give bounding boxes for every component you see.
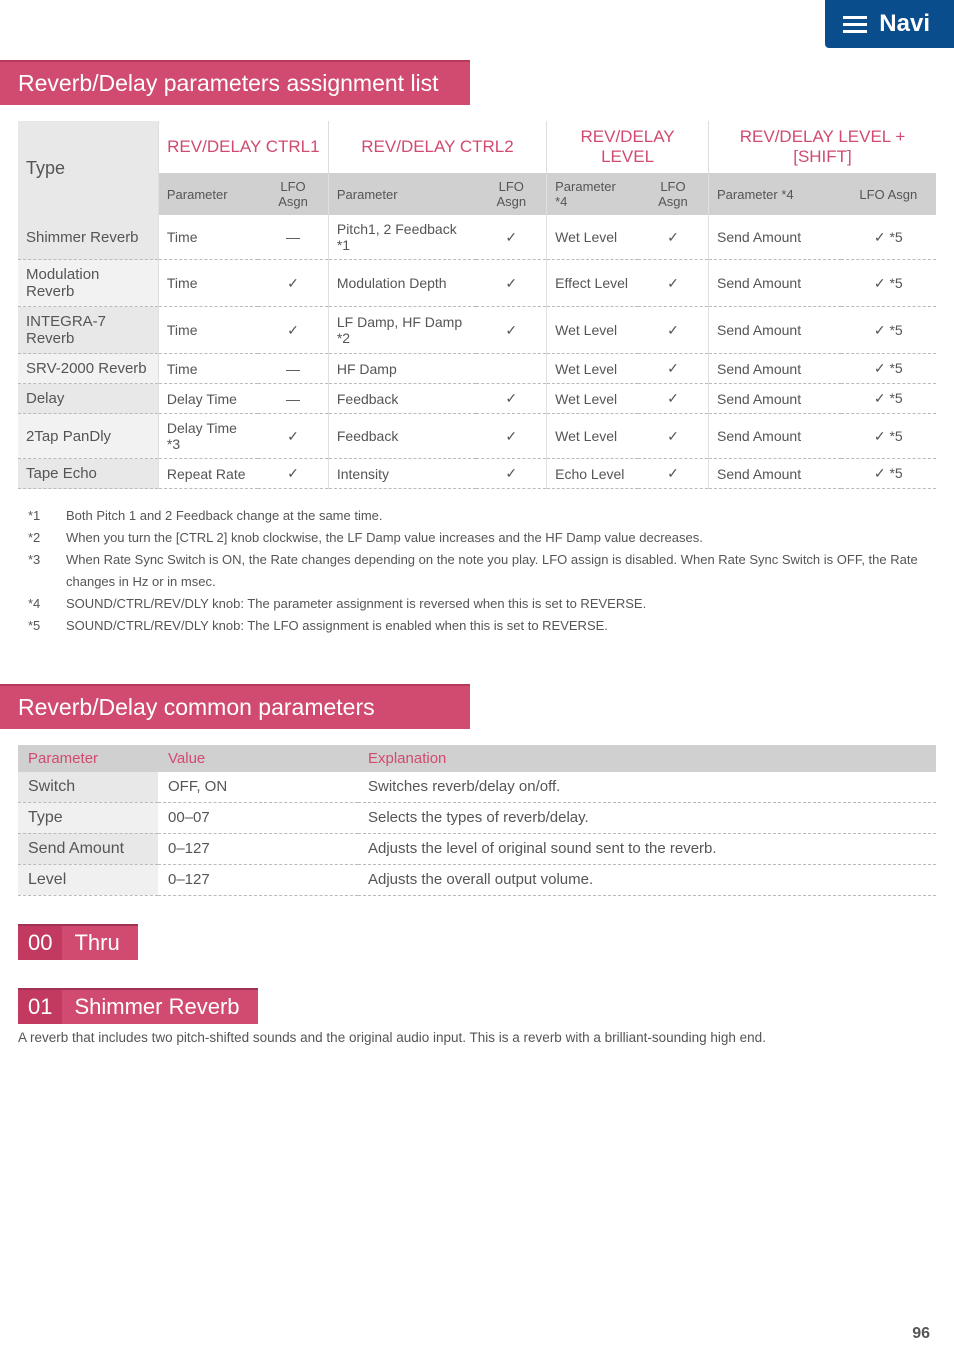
heading-01-txt: Shimmer Reverb bbox=[62, 990, 257, 1024]
table-row: Level0–127Adjusts the overall output vol… bbox=[18, 864, 936, 895]
footnotes: *1Both Pitch 1 and 2 Feedback change at … bbox=[0, 489, 954, 654]
common-params-table: Parameter Value Explanation SwitchOFF, O… bbox=[18, 745, 936, 896]
desc-01: A reverb that includes two pitch-shifted… bbox=[0, 1024, 954, 1045]
table-row: SRV-2000 ReverbTime—HF DampWet Level✓Sen… bbox=[18, 354, 936, 384]
navi-button[interactable]: Navi bbox=[825, 0, 954, 48]
table-row: INTEGRA-7 ReverbTime✓LF Damp, HF Damp *2… bbox=[18, 307, 936, 354]
heading-00-num: 00 bbox=[18, 926, 62, 960]
col-group-1: REV/DELAY CTRL1 bbox=[158, 121, 328, 173]
parameters-table: Type REV/DELAY CTRL1 REV/DELAY CTRL2 REV… bbox=[18, 121, 936, 489]
table-row: Send Amount0–127Adjusts the level of ori… bbox=[18, 833, 936, 864]
table-row: 2Tap PanDlyDelay Time *3✓Feedback✓Wet Le… bbox=[18, 414, 936, 459]
page-number: 96 bbox=[0, 1045, 954, 1343]
table-row: DelayDelay Time—Feedback✓Wet Level✓Send … bbox=[18, 384, 936, 414]
table-row: SwitchOFF, ONSwitches reverb/delay on/of… bbox=[18, 772, 936, 803]
hamburger-icon bbox=[843, 12, 867, 37]
table-row: Type00–07Selects the types of reverb/del… bbox=[18, 802, 936, 833]
heading-00: 00 Thru bbox=[18, 924, 138, 960]
col-group-2: REV/DELAY CTRL2 bbox=[328, 121, 546, 173]
heading-01-num: 01 bbox=[18, 990, 62, 1024]
table-row: Shimmer ReverbTime—Pitch1, 2 Feedback *1… bbox=[18, 215, 936, 260]
table-row: Tape EchoRepeat Rate✓Intensity✓Echo Leve… bbox=[18, 459, 936, 489]
heading-01: 01 Shimmer Reverb bbox=[18, 988, 258, 1024]
section-heading-1: Reverb/Delay parameters assignment list bbox=[0, 60, 470, 105]
col-group-4: REV/DELAY LEVEL + [SHIFT] bbox=[709, 121, 936, 173]
section-heading-2: Reverb/Delay common parameters bbox=[0, 684, 470, 729]
col-group-3: REV/DELAY LEVEL bbox=[547, 121, 709, 173]
col-type: Type bbox=[18, 121, 158, 215]
navi-label: Navi bbox=[879, 10, 930, 38]
table-row: Modulation ReverbTime✓Modulation Depth✓E… bbox=[18, 260, 936, 307]
heading-00-txt: Thru bbox=[62, 926, 137, 960]
